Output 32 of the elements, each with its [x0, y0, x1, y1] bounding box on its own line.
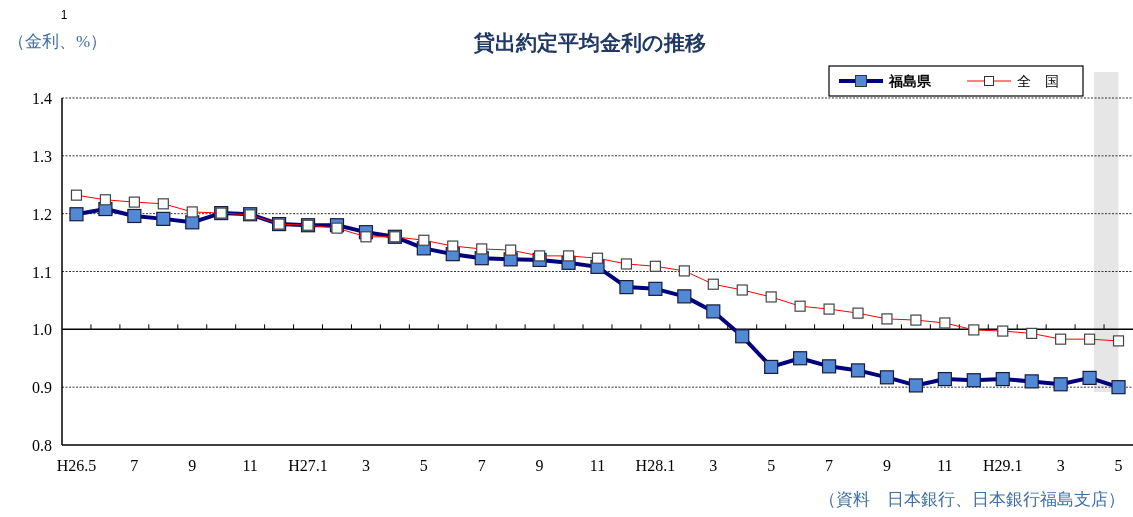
x-tick-label: H27.1 — [288, 457, 328, 474]
x-tick-label: 7 — [825, 457, 834, 474]
x-tick-label: H26.5 — [56, 457, 97, 474]
x-tick-label: 11 — [937, 457, 953, 474]
x-tick-label: 3 — [1056, 457, 1065, 474]
y-tick-label: 1.2 — [32, 205, 52, 223]
x-tick-label: 9 — [188, 457, 197, 474]
x-tick-label: 5 — [767, 457, 776, 474]
x-tick-label: 3 — [709, 457, 718, 474]
y-tick-label: 0.8 — [32, 437, 52, 454]
legend-label: 全 国 — [1017, 74, 1059, 89]
y-axis-title: （金利、%） — [8, 32, 108, 51]
y-tick-label: 0.9 — [32, 379, 52, 397]
x-tick-label: 5 — [419, 457, 428, 474]
x-tick-label: H29.1 — [982, 457, 1023, 474]
x-tick-label: H28.1 — [635, 457, 676, 474]
text: （資料 日本銀行、日本銀行福島支店） — [819, 490, 1125, 509]
y-tick-label: 1.1 — [32, 263, 52, 281]
legend-label: 福島県 — [888, 73, 932, 89]
x-tick-label: 7 — [477, 457, 486, 474]
y-tick-label: 1.0 — [32, 321, 52, 339]
text: 1 — [60, 8, 68, 22]
y-tick-label: 1.3 — [32, 147, 52, 165]
x-tick-label: 5 — [1114, 457, 1123, 474]
x-tick-label: 11 — [589, 457, 606, 474]
chart-title: 貸出約定平均金利の推移 — [473, 31, 706, 55]
x-tick-label: 3 — [361, 457, 370, 474]
y-tick-label: 1.4 — [32, 90, 52, 107]
x-tick-label: 11 — [242, 457, 258, 474]
x-tick-label: 9 — [535, 457, 544, 474]
x-tick-label: 9 — [882, 457, 891, 474]
x-tick-label: 7 — [130, 457, 139, 474]
